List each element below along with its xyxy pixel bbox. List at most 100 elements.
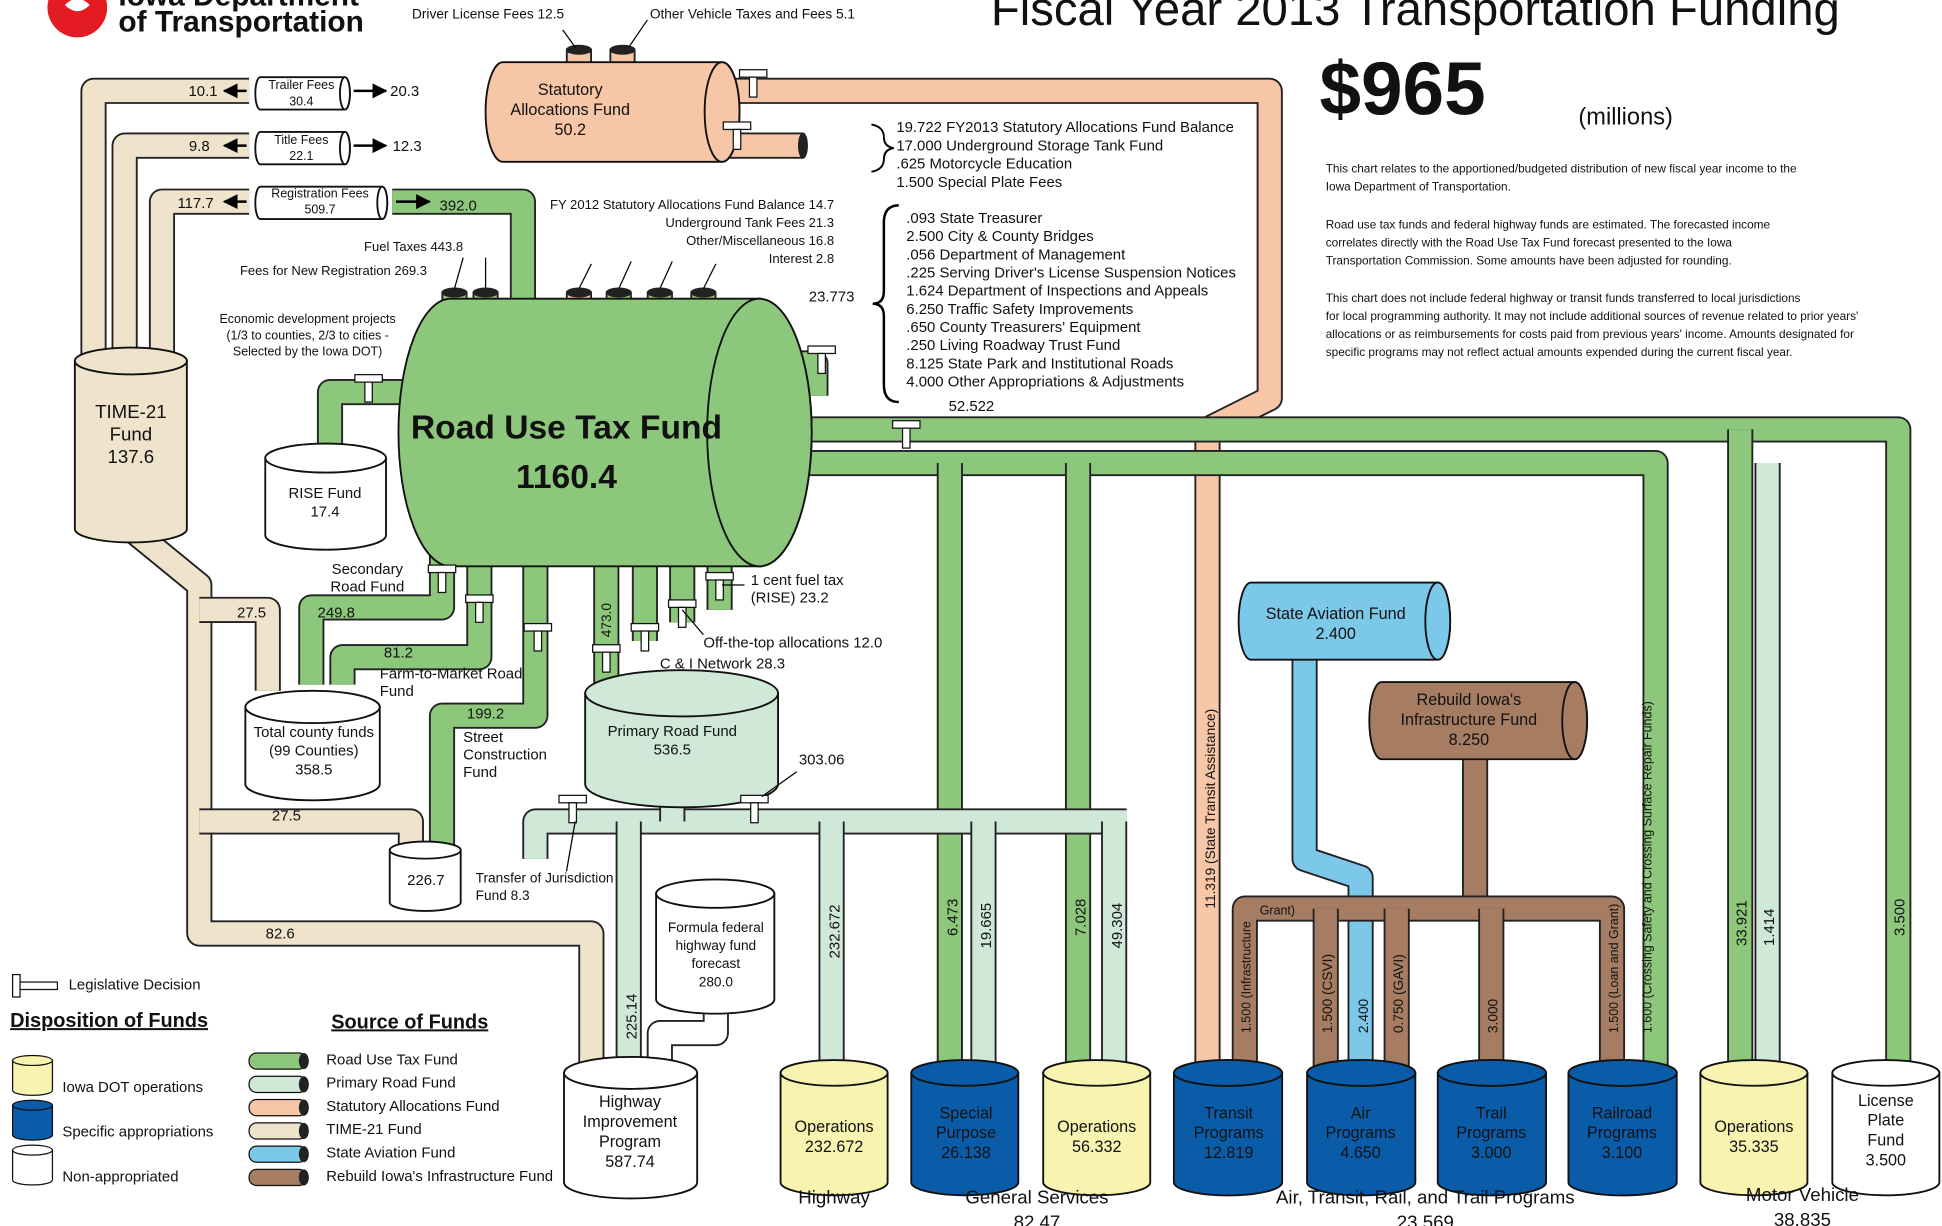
leader-line [565,821,576,872]
rebuild-rail: 1.500 (Loan and Grant) [1607,904,1621,1033]
legend-swatch-top [11,1099,54,1111]
ci-network: C & I Network 28.3 [660,656,785,673]
primary-fund: Primary Road Fund [608,723,737,740]
registration-rutf: 392.0 [440,198,477,215]
title-fees: 22.1 [289,149,313,163]
hip: 587.74 [605,1153,654,1171]
aviation-fund: 2.400 [1315,625,1355,643]
rise-tax: (RISE) 23.2 [751,590,829,607]
street: Fund [463,764,497,781]
pipe-cap [797,132,808,159]
tank [1436,1071,1547,1197]
time21-fund: TIME-21 [95,401,167,422]
transit: 12.819 [1204,1144,1253,1162]
appropriations-list: 8.125 State Park and Institutional Roads [906,355,1173,372]
trailer-time21: 10.1 [189,83,218,100]
tank [1172,1071,1284,1197]
legend-swatch-end [298,1169,309,1186]
mv-ops: 35.335 [1729,1138,1778,1156]
tank-top [655,878,776,909]
tank-top [910,1059,1020,1087]
railroad: Programs [1587,1124,1657,1142]
group-multimodal: Air, Transit, Rail, and Trail Programs [1276,1187,1575,1208]
source-items: Primary Road Fund [326,1075,455,1092]
tank-end [339,131,351,166]
valve [364,381,373,403]
leader-line [562,29,576,48]
valve [705,571,734,581]
source-items: TIME-21 Fund [326,1121,421,1138]
trailer-stat: 20.3 [390,83,419,100]
trailer-fees: Trailer Fees [268,78,334,92]
time21-fund: 137.6 [108,446,155,467]
tank-end [339,76,351,111]
tank [1042,1071,1152,1197]
hip-primary: 225.14 [623,994,640,1040]
valve [817,352,826,375]
rise-fund: RISE Fund [289,485,362,502]
pipe [318,380,424,446]
outlet-23773: 23.773 [809,288,855,305]
rebuild-air: 1.500 (CSVI) [1320,954,1335,1033]
pipe-cap [605,287,632,298]
legend-swatch [248,1052,307,1070]
source-items: State Aviation Fund [326,1144,455,1161]
pipe-cap [441,287,468,298]
time21-fund: Fund [110,424,153,445]
agency: Iowa Department [118,0,359,12]
pipe-cap [565,287,592,298]
tank [1306,1071,1417,1197]
valve [568,802,578,824]
group-general: General Services [965,1187,1108,1208]
transfer: Transfer of Jurisdiction [476,870,614,885]
special: 26.138 [941,1144,990,1162]
air: Air [1351,1104,1371,1122]
primary-amount: 473.0 [599,603,614,638]
tank-end [703,61,741,163]
street: Street [463,729,504,746]
note: Road use tax funds and federal highway f… [1326,217,1771,231]
group-motor: 38.835 [1774,1209,1831,1226]
group-general: 82.47 [1014,1211,1061,1226]
legend-swatch [248,1098,307,1117]
pipe [82,79,250,374]
valve [901,427,911,449]
pipe [1233,897,1624,1073]
disposition-title: Disposition of Funds [10,1010,208,1032]
street: Construction [463,746,547,763]
legend-swatch [11,1149,54,1186]
registration-fees: Registration Fees [271,186,368,200]
rebuild-fund: Rebuild Iowa's [1417,691,1522,709]
tank [1831,1071,1941,1197]
tank-top [1831,1059,1941,1087]
valve [591,644,621,653]
fuel-taxes: Fuel Taxes 443.8 [364,239,463,254]
valve [732,128,742,150]
legend-swatch-end [298,1052,309,1070]
tank-end [376,185,389,220]
trail: Programs [1456,1124,1526,1142]
time21-hip: 82.6 [266,926,295,943]
aviation-fund: State Aviation Fund [1266,605,1406,623]
title-stat: 12.3 [393,138,422,155]
tank [388,849,462,912]
rutf-inflows: Other/Miscellaneous 16.8 [686,233,834,248]
trail: Trail [1476,1104,1507,1122]
formula: forecast [691,956,740,971]
tank [779,1071,889,1197]
valve [474,601,484,623]
note: Iowa Department of Transportation. [1326,179,1511,193]
note: correlates directly with the Road Use Ta… [1326,235,1733,249]
pipe-outline [1231,895,1626,1073]
title-time21: 9.8 [189,138,210,155]
statutory-fund: 50.2 [554,121,585,139]
rebuild-transit: 1.500 (Infrastructure [1240,921,1254,1033]
decorations [11,0,921,1187]
trailer-fees: 30.4 [289,94,313,108]
leader-line [681,609,704,636]
disposition-items: Iowa DOT operations [62,1079,203,1096]
appropriations-list: 4.000 Other Appropriations & Adjustments [906,374,1184,391]
leader-line [453,257,464,289]
air: Programs [1326,1124,1396,1142]
farm-amount: 81.2 [384,644,413,661]
